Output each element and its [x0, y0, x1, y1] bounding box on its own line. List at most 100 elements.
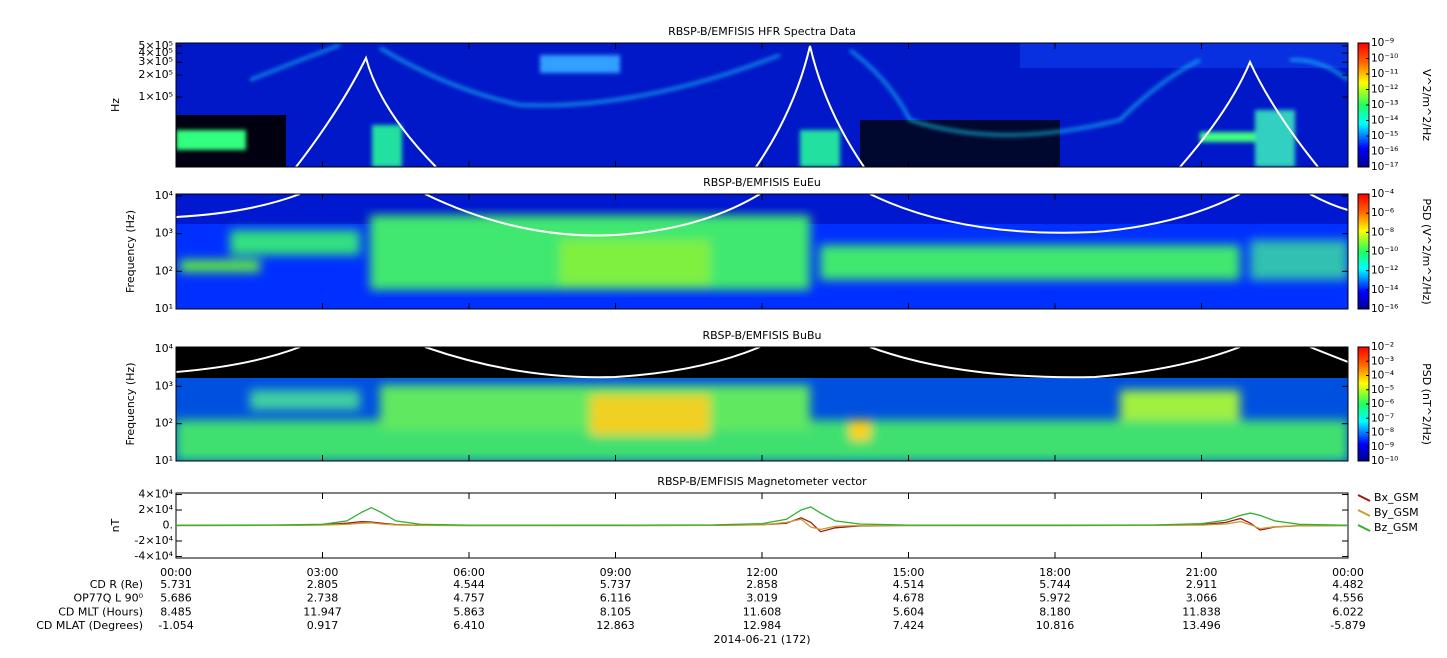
ephemeris-value: 13.496 [1182, 619, 1221, 632]
emission-band [590, 395, 710, 435]
y-tick-label: -4×10⁴ [134, 549, 173, 562]
bu-spectrogram [176, 347, 1348, 461]
colorbar-tick-label: 10⁻⁵ [1371, 384, 1394, 396]
ephemeris-value: 3.019 [746, 592, 778, 605]
y-tick-label: 10² [155, 264, 173, 277]
y-tick-label: 3×10⁵ [138, 55, 173, 68]
ephemeris-value: 3.066 [1186, 592, 1218, 605]
ephemeris-value: 8.180 [1039, 605, 1071, 618]
ephemeris-value: 11.947 [303, 605, 342, 618]
colorbar-tick-label: 10⁻⁹ [1371, 37, 1394, 49]
ephemeris-label: OP77Q L 90⁰ [74, 592, 144, 605]
y-tick-label: 10¹ [155, 302, 173, 315]
colorbar-tick-label: 10⁻⁶ [1371, 207, 1394, 219]
y-tick-label: 5×10⁵ [138, 39, 173, 52]
ephemeris-value: 11.838 [1182, 605, 1221, 618]
ephemeris-label: CD MLT (Hours) [58, 605, 143, 618]
y-tick-label: 4×10⁵ [138, 46, 173, 59]
y-tick-label: -2×10⁴ [134, 534, 173, 547]
colorbar-tick-label: 10⁻¹⁵ [1371, 130, 1398, 142]
emission-patch [372, 125, 402, 167]
colorbar [1358, 347, 1369, 461]
emission-trace [379, 47, 781, 107]
colorbar-tick-label: 10⁻¹² [1371, 265, 1398, 277]
panel-title: RBSP-B/EMFISIS HFR Spectra Data [668, 25, 856, 38]
x-tick-label: 03:00 [307, 566, 339, 579]
ephemeris-value: 4.757 [453, 592, 485, 605]
cutoff-curve [755, 45, 865, 167]
emission-band [820, 245, 1240, 280]
panel-title: RBSP-B/EMFISIS EuEu [703, 176, 821, 189]
emission-band [1120, 390, 1240, 420]
colorbar-tick-label: 10⁻¹⁰ [1371, 455, 1398, 467]
emission-patch [540, 55, 620, 73]
y-axis-label: nT [109, 518, 122, 532]
emission-patch [800, 130, 840, 167]
colorbar-tick-label: 10⁻¹¹ [1371, 68, 1398, 80]
x-tick-label: 09:00 [600, 566, 632, 579]
emission-band [1250, 240, 1348, 280]
x-tick-label: 15:00 [893, 566, 925, 579]
y-axis-label: Frequency (Hz) [124, 210, 137, 293]
colorbar-tick-label: 10⁻⁸ [1371, 226, 1394, 238]
y-tick-label: 1×10⁵ [138, 90, 173, 103]
colorbar-tick-label: 10⁻¹⁴ [1371, 284, 1398, 296]
ephemeris-value: 5.863 [453, 605, 485, 618]
ephemeris-value: -5.879 [1330, 619, 1365, 632]
emission-band [230, 230, 360, 255]
ephemeris-value: 0.917 [307, 619, 339, 632]
eu-spectrogram [176, 194, 1348, 309]
hfr-spectrogram [176, 43, 1348, 167]
ephemeris-value: 6.410 [453, 619, 485, 632]
emission-patch [176, 130, 246, 150]
x-tick-label: 00:00 [1332, 566, 1364, 579]
legend-marker [1357, 509, 1371, 517]
ephemeris-value: 5.604 [893, 605, 925, 618]
x-tick-label: 00:00 [160, 566, 192, 579]
ephemeris-value: 2.858 [746, 578, 778, 591]
ephemeris-label: CD R (Re) [90, 578, 143, 591]
panel-title: RBSP-B/EMFISIS BuBu [703, 329, 822, 342]
cutoff-curve [295, 55, 437, 167]
colorbar-tick-label: 10⁻¹³ [1371, 99, 1398, 111]
colorbar-tick-label: 10⁻⁷ [1371, 412, 1394, 424]
date-label: 2014-06-21 (172) [713, 633, 810, 646]
legend-marker [1357, 524, 1371, 532]
cutoff-curve [176, 347, 1348, 379]
colorbar-tick-label: 10⁻¹⁷ [1371, 161, 1398, 173]
ephemeris-value: 10.816 [1036, 619, 1075, 632]
y-tick-label: 2×10⁴ [138, 503, 173, 516]
y-tick-label: 10² [155, 417, 173, 430]
ephemeris-value: 4.678 [893, 592, 925, 605]
emission-patch [1200, 132, 1280, 142]
x-tick-label: 12:00 [746, 566, 778, 579]
colorbar-tick-label: 10⁻⁶ [1371, 398, 1394, 410]
colorbar-tick-label: 10⁻⁹ [1371, 441, 1394, 453]
series-line [175, 506, 1349, 526]
ephemeris-value: 11.608 [743, 605, 782, 618]
spectrogram-bg [860, 120, 1060, 167]
ephemeris-value: 2.738 [307, 592, 339, 605]
ephemeris-value: 5.972 [1039, 592, 1071, 605]
colorbar-tick-label: 10⁻¹⁰ [1371, 246, 1398, 258]
y-tick-label: 10¹ [155, 454, 173, 467]
ephemeris-value: -1.054 [158, 619, 193, 632]
ephemeris-value: 8.105 [600, 605, 632, 618]
colorbar-tick-label: 10⁻² [1371, 341, 1394, 353]
y-axis-label: Hz [109, 98, 122, 112]
emission-band [180, 260, 260, 272]
ephemeris-value: 4.482 [1332, 578, 1364, 591]
ephemeris-value: 12.863 [596, 619, 635, 632]
y-tick-label: 0. [163, 519, 174, 532]
ephemeris-value: 7.424 [893, 619, 925, 632]
emission-trace [249, 44, 341, 81]
y-tick-label: 2×10⁵ [138, 68, 173, 81]
y-tick-label: 10⁴ [155, 189, 174, 202]
y-tick-label: 10⁴ [155, 342, 174, 355]
ephemeris-value: 5.737 [600, 578, 632, 591]
colorbar-tick-label: 10⁻¹⁶ [1371, 146, 1398, 158]
colorbar-tick-label: 10⁻¹² [1371, 84, 1398, 96]
ephemeris-value: 12.984 [743, 619, 782, 632]
legend-label: Bx_GSM [1374, 491, 1419, 504]
